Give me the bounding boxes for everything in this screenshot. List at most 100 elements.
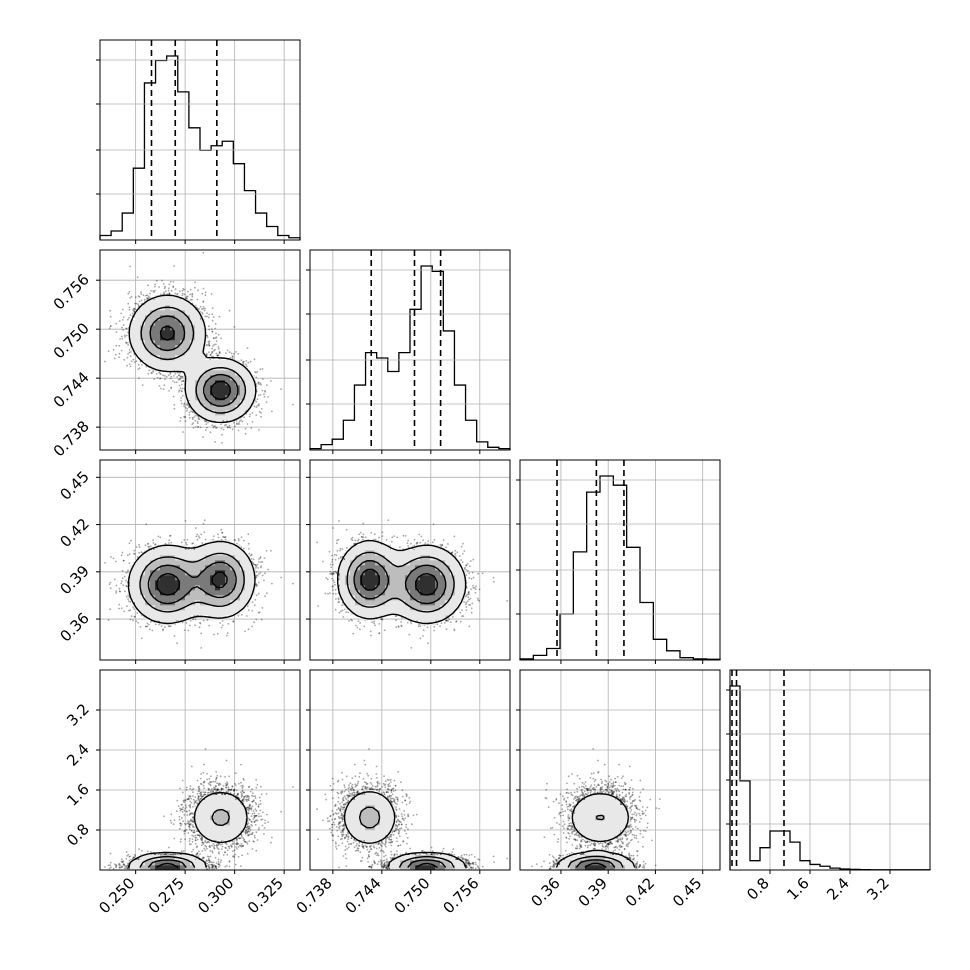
sample-point [128, 308, 131, 311]
sample-point [140, 299, 143, 302]
sample-point [129, 365, 132, 368]
sample-point [120, 312, 122, 315]
sample-point [120, 349, 123, 352]
density-cell [250, 380, 256, 386]
density-cell [190, 345, 196, 351]
sample-point [202, 251, 205, 254]
sample-point [198, 418, 201, 420]
sample-point [235, 420, 238, 422]
density-cell [185, 370, 191, 376]
density-cell [245, 405, 251, 411]
sample-point [127, 344, 129, 346]
sample-point [172, 285, 175, 288]
density-cell [245, 385, 251, 391]
sample-point [130, 295, 133, 298]
sample-point [180, 402, 183, 405]
sample-point [150, 290, 153, 292]
sample-point [259, 382, 262, 385]
sample-point [129, 297, 132, 299]
sample-point [118, 344, 121, 347]
density-cell [245, 390, 251, 396]
density-cell [195, 390, 201, 396]
sample-point [133, 361, 136, 364]
sample-point [214, 323, 217, 325]
sample-point [177, 378, 180, 381]
density-cell [135, 340, 141, 346]
density-cell [200, 360, 206, 366]
sample-point [108, 327, 111, 330]
sample-point [134, 302, 137, 305]
density-cell [185, 340, 191, 346]
sample-point [194, 426, 197, 428]
density-cell [150, 330, 156, 336]
density-cell [185, 380, 191, 386]
sample-point [203, 309, 206, 312]
sample-point [214, 425, 217, 428]
density-cell [130, 335, 136, 341]
sample-point [176, 376, 179, 378]
density-cell [160, 330, 166, 336]
sample-point [188, 411, 191, 414]
sample-point [207, 325, 210, 328]
sample-point [165, 375, 168, 378]
density-cell [200, 340, 206, 346]
density-cell [150, 355, 156, 361]
sample-point [201, 308, 203, 311]
sample-point [153, 291, 156, 293]
density-cell [175, 330, 181, 336]
sample-point [208, 344, 211, 347]
sample-point [205, 353, 208, 356]
sample-point [178, 391, 180, 393]
sample-point [188, 406, 191, 409]
sample-point [213, 425, 215, 428]
density-cell [145, 335, 151, 341]
density-cell [180, 340, 186, 346]
sample-point [245, 365, 248, 368]
sample-point [264, 391, 266, 393]
density-cell [225, 400, 231, 406]
density-cell [190, 395, 196, 401]
sample-point [140, 293, 143, 295]
sample-point [129, 355, 132, 358]
sample-point [187, 404, 189, 407]
sample-point [229, 427, 232, 429]
sample-point [112, 348, 115, 351]
sample-point [129, 265, 132, 268]
sample-point [250, 427, 253, 429]
sample-point [154, 283, 157, 286]
density-cell [230, 415, 236, 421]
density-cell [195, 400, 201, 406]
sample-point [251, 412, 254, 414]
sample-point [214, 348, 216, 351]
density-cell [155, 365, 161, 371]
density-cell [185, 365, 191, 371]
sample-point [219, 351, 221, 354]
sample-point [255, 376, 258, 379]
sample-point [218, 315, 221, 318]
sample-point [128, 363, 131, 365]
sample-point [211, 351, 214, 353]
sample-point [192, 418, 194, 420]
sample-point [256, 398, 259, 400]
sample-point [209, 354, 212, 356]
sample-point [183, 416, 186, 418]
sample-point [134, 296, 137, 299]
density-cell [240, 370, 246, 376]
sample-point [137, 363, 140, 366]
sample-point [152, 370, 155, 373]
density-cell [215, 400, 221, 406]
sample-point [163, 287, 166, 290]
sample-point [178, 389, 181, 392]
sample-point [244, 432, 247, 435]
sample-point [137, 304, 140, 307]
sample-point [138, 367, 141, 369]
sample-point [202, 287, 205, 290]
sample-point [244, 363, 247, 366]
sample-point [176, 371, 179, 374]
sample-point [233, 352, 235, 355]
sample-point [149, 292, 151, 295]
density-cell [140, 355, 146, 361]
sample-point [227, 426, 229, 429]
sample-point [260, 408, 263, 410]
sample-point [201, 311, 204, 314]
